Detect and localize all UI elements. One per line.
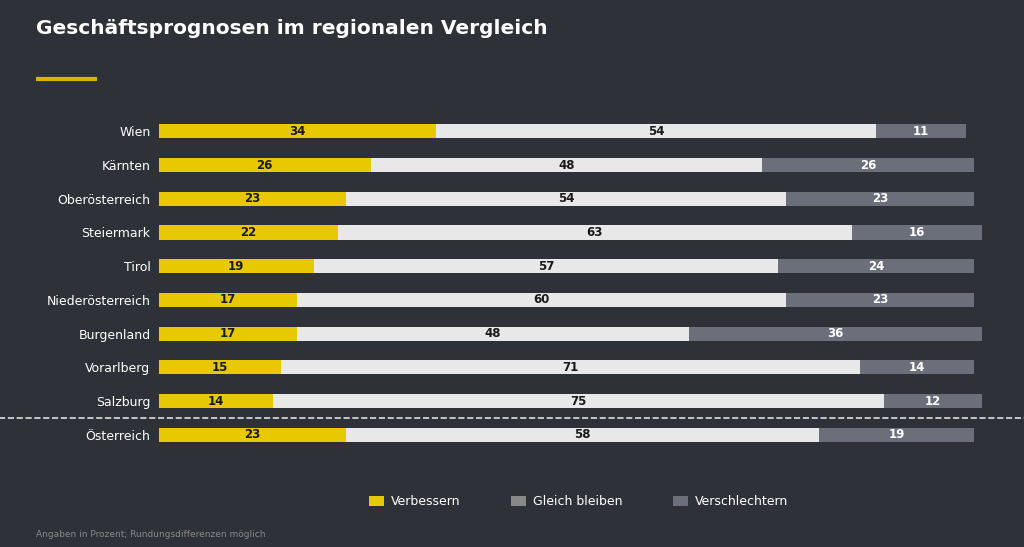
Bar [159,259,313,274]
Bar [786,191,974,206]
Text: 23: 23 [245,428,260,441]
Text: 57: 57 [538,260,554,273]
Bar [877,124,966,138]
Text: 11: 11 [912,125,929,138]
Text: 63: 63 [587,226,603,239]
Text: 48: 48 [484,327,501,340]
Bar [819,428,974,442]
Text: Geschäftsprognosen im regionalen Vergleich: Geschäftsprognosen im regionalen Verglei… [36,19,548,38]
Bar [436,124,877,138]
Text: 58: 58 [574,428,591,441]
Bar [860,360,974,375]
Text: 23: 23 [872,293,888,306]
Bar [159,327,297,341]
Text: Angaben in Prozent; Rundungsdifferenzen möglich: Angaben in Prozent; Rundungsdifferenzen … [36,530,265,539]
Bar [159,428,346,442]
Bar [297,327,688,341]
Bar [346,428,819,442]
Bar [338,225,852,240]
Bar [885,394,982,408]
Bar [852,225,982,240]
Bar [159,293,297,307]
Text: 75: 75 [570,394,587,408]
Bar [371,158,762,172]
Text: 17: 17 [220,293,237,306]
Bar [346,191,786,206]
Text: 16: 16 [908,226,925,239]
Text: 23: 23 [245,192,260,205]
Bar [762,158,974,172]
Bar [159,360,281,375]
Text: 54: 54 [648,125,665,138]
Bar [281,360,860,375]
Bar [159,225,338,240]
Text: 60: 60 [534,293,550,306]
Text: 17: 17 [220,327,237,340]
Text: 26: 26 [256,159,272,172]
Text: 48: 48 [558,159,574,172]
Bar [297,293,786,307]
Text: 14: 14 [208,394,224,408]
Bar [159,124,436,138]
Bar [786,293,974,307]
Bar [159,394,272,408]
Text: 24: 24 [868,260,885,273]
Text: 12: 12 [925,394,941,408]
Bar [159,191,346,206]
Bar [272,394,885,408]
Bar [778,259,974,274]
Text: 23: 23 [872,192,888,205]
Text: 14: 14 [908,361,925,374]
Text: 19: 19 [228,260,245,273]
Text: 34: 34 [289,125,305,138]
Text: 19: 19 [888,428,904,441]
Text: 26: 26 [860,159,877,172]
Legend: Verbessern, Gleich bleiben, Verschlechtern: Verbessern, Gleich bleiben, Verschlechte… [364,490,794,513]
Text: 36: 36 [827,327,844,340]
Text: 15: 15 [212,361,228,374]
Text: 54: 54 [558,192,574,205]
Bar [688,327,982,341]
Text: 71: 71 [562,361,579,374]
Text: 22: 22 [241,226,257,239]
Bar [313,259,778,274]
Bar [159,158,371,172]
